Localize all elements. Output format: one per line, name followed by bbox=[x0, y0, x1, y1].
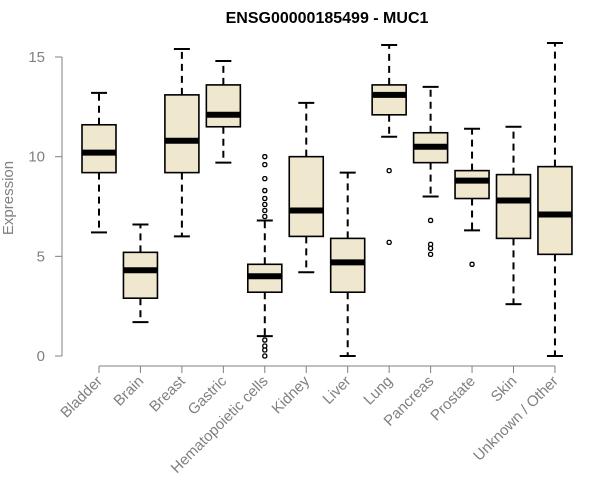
outlier-point bbox=[262, 353, 268, 359]
y-tick-label: 15 bbox=[28, 49, 45, 66]
outlier-point bbox=[262, 187, 268, 194]
box-breast bbox=[164, 94, 200, 174]
x-tick-label: Liver bbox=[320, 373, 355, 408]
y-tick-label: 0 bbox=[37, 348, 45, 365]
chart-title: ENSG00000185499 - MUC1 bbox=[226, 10, 429, 27]
box-kidney bbox=[288, 155, 325, 238]
x-tick-label: Lung bbox=[360, 373, 396, 409]
outlier-point bbox=[262, 154, 268, 160]
outlier-point bbox=[262, 201, 268, 208]
box-bladder bbox=[81, 123, 117, 174]
outlier-point bbox=[262, 207, 268, 214]
outlier-point bbox=[262, 213, 268, 220]
outlier-point bbox=[262, 337, 268, 343]
outlier-point bbox=[386, 167, 392, 174]
outlier-point bbox=[427, 245, 434, 252]
outlier-point bbox=[262, 175, 268, 182]
x-tick-label: Brain bbox=[110, 373, 147, 410]
x-tick-label: Skin bbox=[488, 373, 521, 406]
outlier-point bbox=[469, 261, 475, 267]
x-tick-label: Prostate bbox=[427, 373, 479, 425]
outlier-point bbox=[386, 239, 392, 246]
box-gastric bbox=[205, 84, 242, 128]
y-tick-label: 5 bbox=[37, 248, 45, 265]
outlier-point bbox=[262, 195, 268, 202]
x-tick-label: Breast bbox=[146, 372, 189, 415]
outlier-point bbox=[262, 343, 268, 349]
x-tick-label: Kidney bbox=[269, 372, 314, 417]
box-lung bbox=[371, 84, 407, 116]
y-axis-label: Expression bbox=[0, 161, 17, 235]
y-tick-label: 10 bbox=[28, 149, 45, 166]
outlier-point bbox=[427, 251, 434, 257]
outlier-point bbox=[427, 217, 434, 224]
box-prostate bbox=[454, 169, 490, 200]
outlier-point bbox=[262, 161, 268, 168]
box-skin bbox=[495, 173, 532, 240]
box-unknown-other bbox=[537, 165, 573, 256]
x-tick-label: Bladder bbox=[57, 373, 106, 422]
box-brain bbox=[122, 251, 159, 299]
